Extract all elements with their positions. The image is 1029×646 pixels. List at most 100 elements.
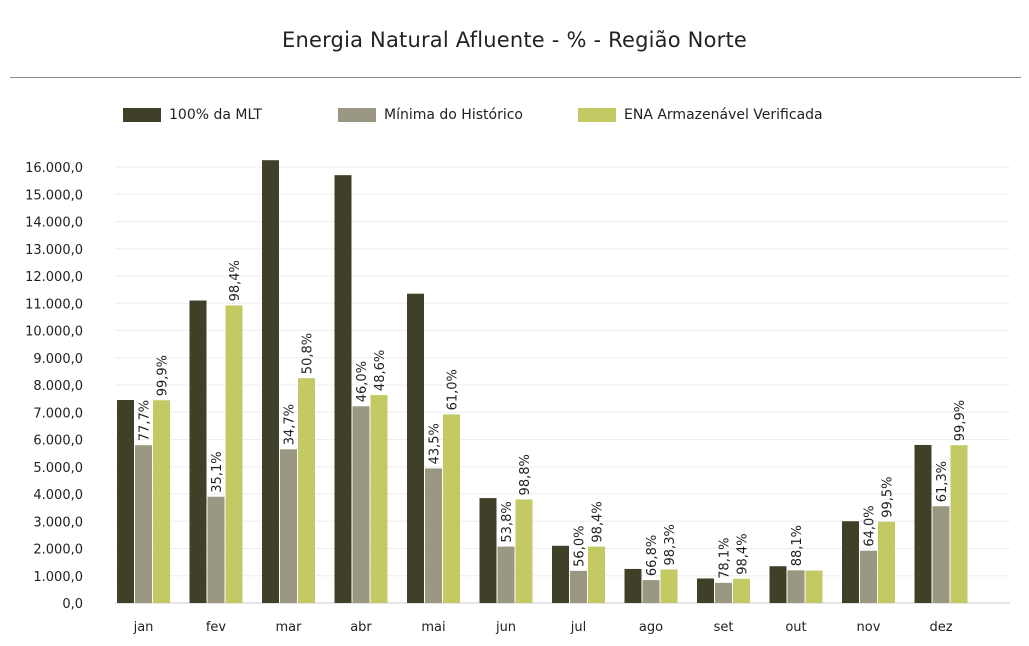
- x-tick-label: ago: [639, 620, 663, 635]
- bar-ena: [153, 400, 170, 603]
- bar-minima: [207, 496, 225, 603]
- data-label: 61,3%: [935, 461, 950, 502]
- bar-mlt: [117, 399, 134, 603]
- bar-minima: [715, 582, 732, 603]
- bar-mlt: [697, 578, 714, 603]
- legend-label-ena: ENA Armazenável Verificada: [624, 107, 823, 123]
- data-label: 98,4%: [228, 260, 243, 301]
- data-label: 53,8%: [500, 501, 515, 542]
- y-tick-label: 16.000,0: [25, 161, 83, 176]
- bar-minima: [425, 468, 442, 603]
- bar-mlt: [262, 160, 279, 603]
- data-label: 56,0%: [573, 526, 588, 567]
- data-labels: 77,7%99,9%35,1%98,4%34,7%50,8%46,0% 48,6%…: [138, 260, 969, 579]
- x-tick-label: mai: [421, 620, 445, 635]
- bar-mlt: [189, 300, 207, 603]
- legend-item-mlt: 100% da MLT: [123, 107, 262, 123]
- bar-mlt: [842, 521, 859, 603]
- data-label: 66,8%: [645, 535, 660, 576]
- y-tick-label: 0,0: [62, 597, 83, 612]
- x-tick-label: fev: [206, 620, 227, 635]
- bar-ena: [805, 570, 823, 603]
- bar-mlt: [624, 568, 642, 603]
- bar-mlt: [914, 444, 932, 603]
- bar-minima: [860, 550, 877, 603]
- data-label: 34,7%: [283, 404, 298, 445]
- bar-ena: [370, 395, 388, 603]
- data-label: 35,1%: [210, 451, 225, 492]
- chart-title: Energia Natural Afluente - % - Região No…: [281, 28, 748, 52]
- bar-minima: [642, 580, 660, 603]
- bar-ena: [733, 578, 750, 603]
- data-label: 99,9%: [156, 355, 171, 396]
- legend-item-minima: Mínima do Histórico: [338, 107, 523, 123]
- bar-ena: [588, 546, 605, 603]
- y-tick-label: 3.000,0: [33, 515, 83, 530]
- bar-minima: [280, 449, 297, 603]
- bar-minima: [570, 570, 587, 603]
- legend-label-mlt: 100% da MLT: [169, 107, 262, 123]
- data-label: 99,9%: [953, 400, 968, 441]
- title-divider: [10, 77, 1021, 78]
- bar-ena: [660, 569, 678, 603]
- bar-mlt: [479, 498, 497, 603]
- chart-legend: 100% da MLT Mínima do Histórico ENA Arma…: [0, 107, 1029, 129]
- bar-ena: [950, 445, 968, 603]
- y-tick-label: 4.000,0: [33, 488, 83, 503]
- y-tick-label: 14.000,0: [25, 216, 83, 231]
- data-label: 64,0%: [863, 505, 878, 546]
- bar-ena: [515, 499, 533, 603]
- x-tick-label: jan: [133, 620, 154, 635]
- y-tick-label: 5.000,0: [33, 461, 83, 476]
- bar-ena: [878, 521, 895, 603]
- y-tick-label: 9.000,0: [33, 352, 83, 367]
- bars: [117, 160, 968, 604]
- x-tick-label: jul: [570, 620, 586, 635]
- x-tick-label: mar: [276, 620, 303, 635]
- data-label: 98,8%: [518, 454, 533, 495]
- bar-minima: [787, 570, 805, 603]
- y-tick-label: 13.000,0: [25, 243, 83, 258]
- y-axis: 0,0 1.000,0 2.000,0 3.000,0 4.000,0 5.000,0 6.…: [25, 161, 83, 612]
- data-label: 98,4%: [591, 501, 606, 542]
- bar-mlt: [769, 566, 787, 603]
- legend-swatch-minima: [338, 108, 376, 122]
- bar-mlt: [334, 175, 352, 604]
- legend-item-ena: ENA Armazenável Verificada: [578, 107, 823, 123]
- y-tick-label: 7.000,0: [33, 406, 83, 421]
- bar-minima: [352, 406, 370, 603]
- data-label: 50,8%: [301, 333, 316, 374]
- data-label: 77,7%: [138, 400, 153, 441]
- data-label: 43,5%: [428, 423, 443, 464]
- y-tick-label: 15.000,0: [25, 188, 83, 203]
- x-tick-label: jun: [495, 620, 516, 635]
- bar-ena: [443, 414, 460, 603]
- data-label: 46,0%: [355, 361, 370, 402]
- bar-minima: [497, 546, 515, 603]
- bar-minima: [932, 506, 950, 603]
- bar-minima: [135, 445, 152, 603]
- x-tick-label: out: [785, 620, 806, 635]
- x-tick-label: abr: [350, 620, 372, 635]
- data-label: 98,4%: [736, 533, 751, 574]
- legend-label-minima: Mínima do Histórico: [384, 107, 523, 123]
- data-label: 98,3%: [663, 524, 678, 565]
- legend-swatch-mlt: [123, 108, 161, 122]
- y-tick-label: 11.000,0: [25, 297, 83, 312]
- data-label: 48,6%: [373, 350, 388, 391]
- y-tick-label: 10.000,0: [25, 325, 83, 340]
- y-tick-label: 8.000,0: [33, 379, 83, 394]
- y-tick-label: 1.000,0: [33, 570, 83, 585]
- x-axis: jan fev mar abr mai jun jul ago set out nov dez: [133, 620, 953, 635]
- bar-ena: [225, 305, 243, 603]
- y-tick-label: 2.000,0: [33, 543, 83, 558]
- data-label: 78,1%: [718, 538, 733, 579]
- legend-swatch-ena: [578, 108, 616, 122]
- y-tick-label: 6.000,0: [33, 434, 83, 449]
- bar-mlt: [407, 293, 424, 603]
- y-tick-label: 12.000,0: [25, 270, 83, 285]
- data-label: 99,5%: [881, 476, 896, 517]
- x-tick-label: nov: [857, 620, 881, 635]
- data-label: 61,0%: [446, 369, 461, 410]
